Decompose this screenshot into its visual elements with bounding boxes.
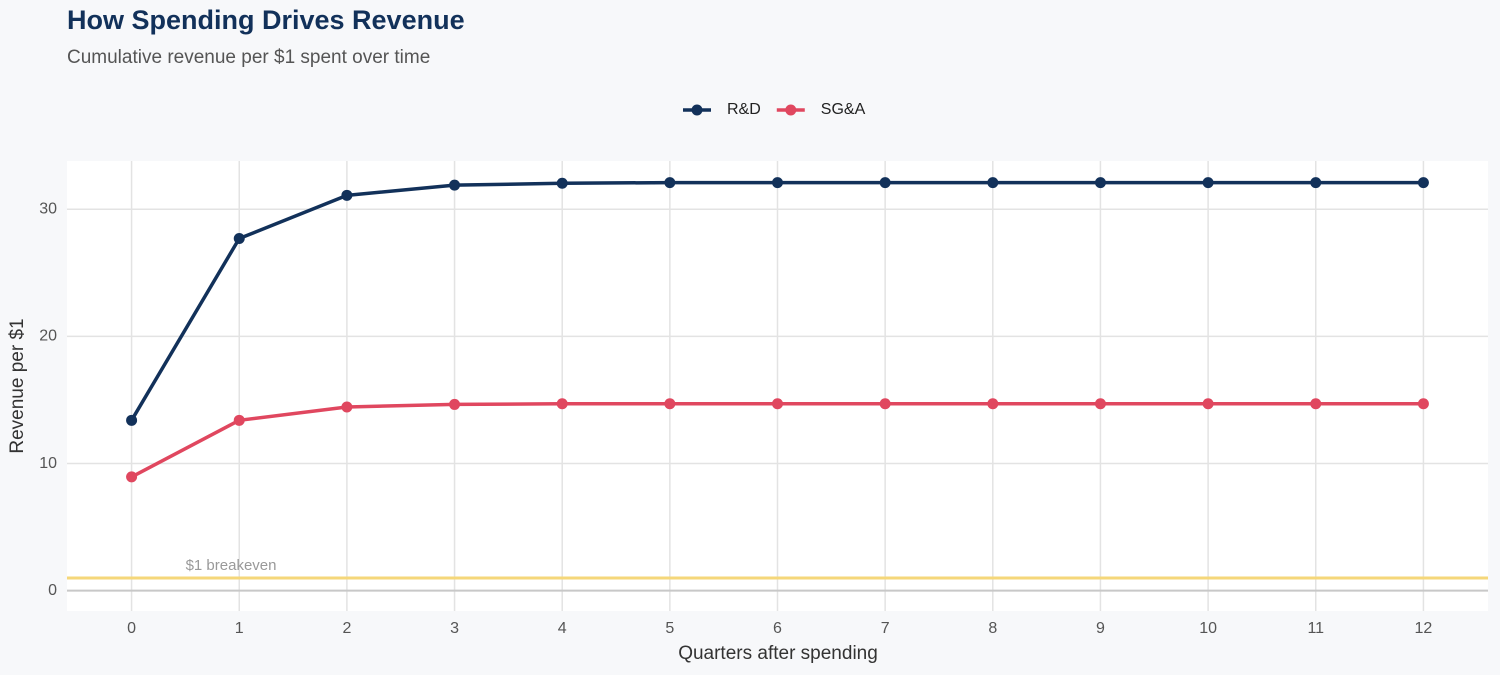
data-point (1417, 398, 1429, 410)
data-point (664, 398, 676, 410)
x-tick-label: 6 (773, 620, 782, 637)
data-point (1417, 177, 1429, 189)
data-point (1202, 398, 1214, 410)
data-point (772, 177, 783, 189)
data-point (449, 179, 461, 191)
x-tick-label: 11 (1307, 620, 1324, 637)
data-point (987, 398, 999, 410)
x-axis-label: Quarters after spending (678, 643, 878, 664)
chart-title: How Spending Drives Revenue (67, 5, 465, 35)
data-point (341, 189, 353, 201)
x-tick-label: 0 (127, 620, 136, 637)
data-point (1310, 398, 1322, 410)
y-axis-label: Revenue per $1 (7, 318, 28, 453)
data-point (341, 401, 353, 413)
x-tick-label: 4 (558, 620, 567, 637)
data-point (1094, 177, 1106, 189)
y-tick-label: 30 (39, 201, 57, 218)
data-point (233, 414, 245, 426)
x-tick-label: 5 (665, 620, 674, 637)
x-tick-label: 10 (1199, 620, 1217, 637)
legend-label: SG&A (821, 101, 866, 118)
data-point (126, 414, 138, 426)
data-point (1310, 177, 1322, 189)
data-point (126, 471, 138, 483)
data-point (556, 177, 568, 189)
legend-swatch-dot (691, 104, 703, 116)
x-tick-label: 2 (342, 620, 351, 637)
data-point (879, 398, 891, 410)
data-point (1094, 398, 1106, 410)
y-tick-label: 10 (39, 455, 57, 472)
data-point (879, 177, 891, 189)
data-point (449, 398, 461, 410)
data-point (233, 233, 245, 245)
legend-label: R&D (727, 101, 761, 118)
reference-label: $1 breakeven (186, 557, 277, 574)
y-tick-label: 0 (48, 582, 57, 599)
legend-swatch-dot (785, 104, 797, 116)
data-point (772, 398, 783, 410)
x-tick-label: 9 (1096, 620, 1105, 637)
x-tick-label: 3 (450, 620, 459, 637)
data-point (987, 177, 999, 189)
data-point (1202, 177, 1214, 189)
data-point (556, 398, 568, 410)
data-point (664, 177, 676, 189)
x-tick-label: 7 (881, 620, 890, 637)
x-tick-label: 8 (988, 620, 997, 637)
chart-subtitle: Cumulative revenue per $1 spent over tim… (67, 47, 430, 68)
x-tick-label: 12 (1415, 620, 1433, 637)
x-tick-label: 1 (235, 620, 244, 637)
y-tick-label: 20 (39, 328, 57, 345)
